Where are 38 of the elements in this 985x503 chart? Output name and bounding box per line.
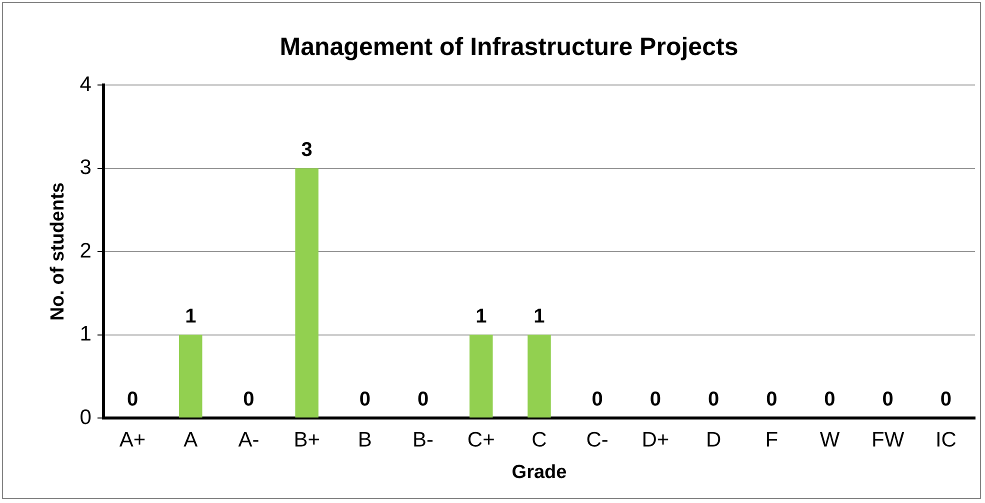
x-tick-label: F [765,428,778,452]
x-tick-label: FW [872,428,904,452]
x-axis-title: Grade [512,462,567,483]
x-tick-label: A [184,428,198,452]
data-label: 0 [359,388,370,411]
data-label: 0 [940,388,952,411]
data-label: 0 [766,388,778,411]
y-tick-label: 1 [80,322,92,346]
y-tick-label: 3 [80,156,92,180]
x-tick-label: B+ [294,428,320,452]
data-label: 0 [824,388,836,411]
chart-title: Management of Infrastructure Projects [280,32,738,61]
data-label: 3 [301,138,312,161]
x-tick-label: D [706,428,722,452]
y-tick-label: 2 [80,239,92,262]
y-tick-label: 0 [80,406,92,429]
x-tick-label: C+ [467,428,495,452]
data-label: 0 [592,388,603,411]
y-axis-title: No. of students [48,182,69,321]
x-tick-label: C- [586,428,608,452]
data-label: 0 [882,388,894,411]
x-tick-label: W [820,428,840,452]
x-tick-label: C [532,428,547,452]
data-label: 1 [534,305,545,328]
x-tick-label: A+ [119,428,146,452]
x-tick-label: IC [935,428,956,452]
x-tick-label: B [358,428,372,452]
data-label: 0 [708,388,720,411]
data-label: 1 [476,305,487,328]
x-tick-label: D+ [642,428,670,452]
data-label: 1 [185,305,196,328]
data-label: 0 [126,388,138,411]
data-label: 0 [417,388,429,411]
x-tick-label: B- [412,428,434,452]
y-tick-label: 4 [80,72,92,96]
x-tick-label: A- [238,428,260,452]
data-label: 0 [243,388,254,411]
data-label: 0 [650,388,662,411]
